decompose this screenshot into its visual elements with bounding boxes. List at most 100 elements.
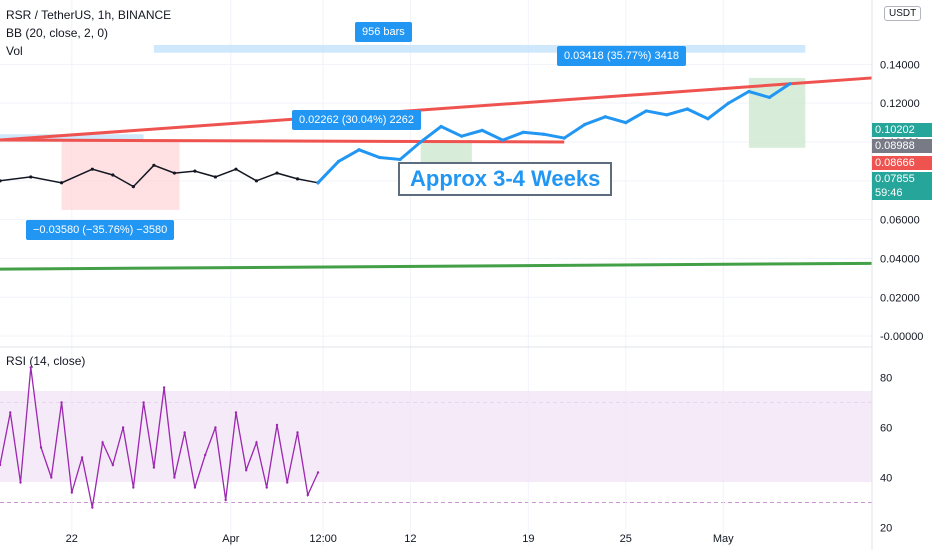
bars-count-label: 956 bars [355, 22, 412, 42]
rsi-series-line [0, 367, 319, 508]
rsi-point [296, 431, 299, 434]
series-layer [0, 82, 792, 509]
trendline [0, 261, 873, 271]
price-label: 0.10202 [872, 123, 932, 137]
price-point [501, 138, 505, 142]
rsi-point [286, 481, 289, 484]
price-tick-label: 0.12000 [880, 98, 920, 110]
price-point [398, 157, 402, 162]
price-point [624, 120, 628, 125]
price-point [521, 130, 525, 134]
trendline [0, 138, 565, 144]
date-range-box [153, 44, 806, 53]
drawing-shapes [0, 44, 873, 271]
measure-mid-label: 0.02262 (30.04%) 2262 [292, 110, 421, 130]
price-label: 0.07855 [872, 172, 932, 186]
price-series-line [316, 82, 791, 184]
price-point [583, 122, 587, 127]
rsi-point [265, 486, 268, 489]
price-point [275, 171, 279, 175]
price-point [29, 175, 33, 179]
price-point [172, 171, 176, 175]
time-tick-label: 12:00 [309, 533, 337, 545]
price-point [460, 134, 464, 138]
trendline [0, 76, 873, 142]
price-point [90, 167, 94, 171]
time-tick-label: May [713, 533, 734, 545]
price-point [439, 124, 443, 129]
price-point [254, 179, 259, 183]
price-point [0, 179, 2, 183]
time-tick-label: 12 [404, 533, 416, 545]
measure-down-label: −0.03580 (−35.76%) −3580 [26, 220, 175, 240]
price-point [131, 185, 135, 189]
measure-top-label: 0.03418 (35.77%) 3418 [557, 46, 686, 66]
rsi-tick-label: 60 [880, 423, 892, 435]
rsi-point [234, 411, 238, 414]
rsi-point [70, 491, 74, 494]
price-tick-label: 0.04000 [880, 253, 920, 265]
price-point [788, 82, 792, 86]
rsi-indicator-label[interactable]: RSI (14, close) [6, 354, 86, 368]
rsi-axis[interactable]: 80 60 40 20 [880, 373, 892, 535]
price-tick-label: 0.14000 [880, 59, 920, 71]
symbol-title[interactable]: RSR / TetherUS, 1h, BINANCE [6, 8, 172, 22]
rsi-tick-label: 40 [880, 473, 892, 485]
rsi-point [173, 476, 176, 479]
price-point [193, 169, 197, 173]
rsi-point [29, 366, 32, 369]
rsi-point [132, 486, 135, 489]
time-tick-label: Apr [222, 533, 239, 545]
price-point [336, 159, 341, 164]
rsi-point [275, 423, 279, 427]
rsi-point [142, 401, 145, 404]
rsi-point [50, 476, 53, 479]
price-point [706, 117, 710, 121]
rsi-tick-label: 80 [880, 373, 892, 385]
price-point [542, 132, 546, 136]
price-label: 0.08988 [872, 139, 932, 153]
price-point [562, 136, 566, 140]
rsi-point [60, 401, 63, 404]
price-point [767, 95, 772, 99]
price-point [665, 113, 669, 117]
time-tick-label: 19 [522, 533, 534, 545]
price-tick-label: -0.00000 [880, 331, 923, 343]
price-point [377, 155, 382, 160]
price-point [111, 173, 115, 177]
price-point [685, 107, 689, 111]
time-tick-label: 22 [66, 533, 78, 545]
price-tick-label: 0.02000 [880, 292, 920, 304]
currency-badge[interactable]: USDT [884, 6, 922, 21]
price-point [234, 167, 238, 171]
rsi-point [162, 386, 166, 389]
rsi-point [193, 486, 197, 489]
rsi-point [152, 466, 156, 469]
rsi-point [9, 411, 12, 414]
price-axis[interactable]: 0.140000.120000.100000.080000.060000.040… [880, 59, 923, 343]
price-point [213, 175, 218, 179]
price-point [357, 148, 361, 152]
rsi-point [224, 498, 227, 502]
rsi-point [91, 506, 94, 509]
price-point [603, 115, 607, 119]
rsi-point [245, 468, 248, 472]
time-axis[interactable]: 22 Apr 12:00 12 19 25 May [66, 533, 734, 545]
rsi-tick-label: 20 [880, 523, 892, 535]
rsi-point [316, 471, 320, 474]
price-point [480, 128, 484, 132]
price-point [152, 163, 156, 167]
range-box-left [0, 134, 144, 141]
price-point [59, 181, 64, 185]
rsi-band [0, 391, 872, 482]
volume-indicator-label[interactable]: Vol [6, 44, 23, 58]
price-point [295, 177, 300, 181]
rsi-point [111, 463, 115, 467]
rsi-point [0, 463, 2, 467]
price-point [747, 89, 751, 94]
rsi-point [80, 456, 84, 459]
rsi-point [183, 431, 186, 434]
bb-indicator-label[interactable]: BB (20, close, 2, 0) [6, 26, 109, 40]
rsi-point [214, 426, 217, 429]
